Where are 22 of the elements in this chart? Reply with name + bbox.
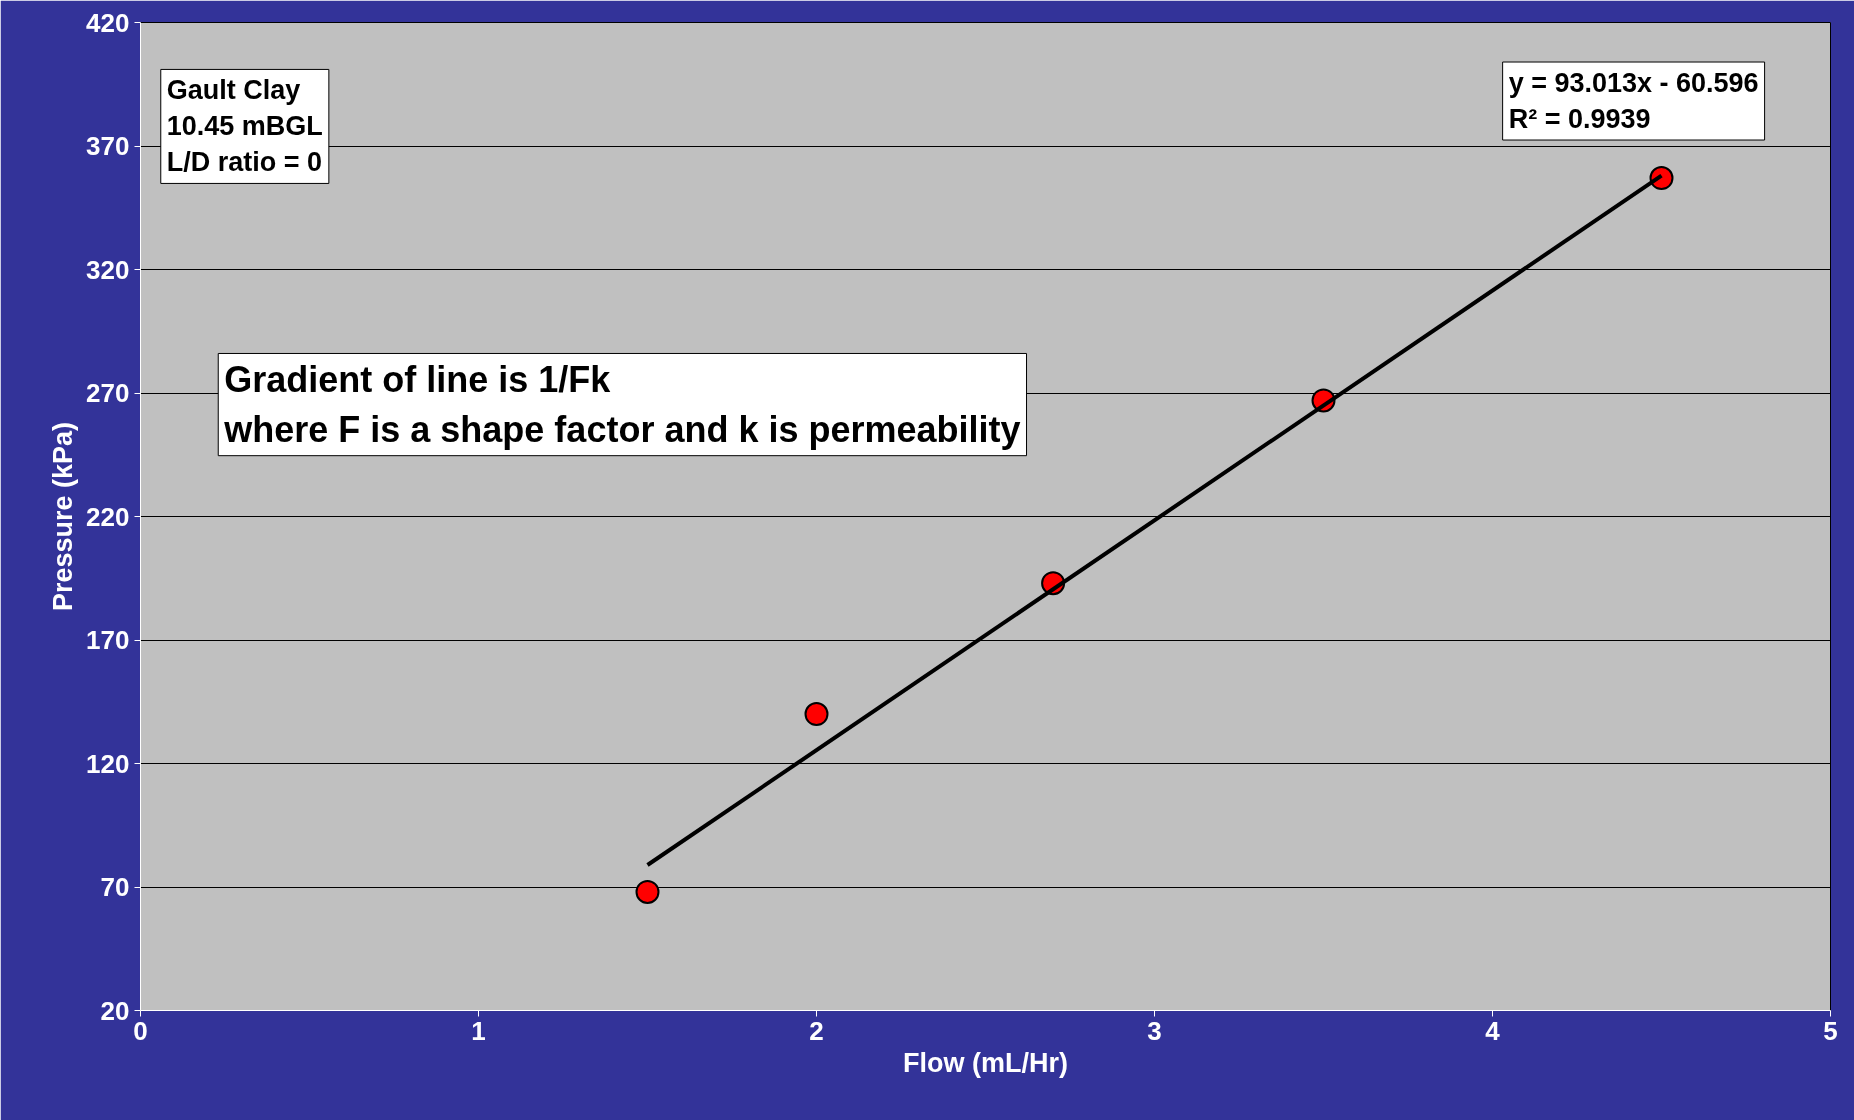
y-tick-label: 420 xyxy=(86,7,130,38)
annotation: Gradient of line is 1/Fk where F is a shape factor and k is permeability xyxy=(223,359,1021,450)
x-tick-label: 4 xyxy=(1485,1015,1501,1046)
annotation: y = 93.013x - 60.596 R² = 0.9939 xyxy=(1508,68,1759,135)
y-axis-title: Pressure (kPa) xyxy=(48,421,79,612)
y-tick-label: 70 xyxy=(100,872,130,902)
y-tick-label: 20 xyxy=(100,995,130,1026)
point xyxy=(804,702,829,727)
y-tick-label: 170 xyxy=(86,625,130,655)
point xyxy=(635,879,660,904)
x-tick-label: 0 xyxy=(133,1015,148,1046)
y-tick-label: 120 xyxy=(86,748,130,779)
y-tick-label: 370 xyxy=(86,131,130,161)
y-tick-label: 270 xyxy=(86,378,130,408)
x-tick-label: 5 xyxy=(1823,1015,1838,1046)
x-tick-label: 3 xyxy=(1147,1015,1162,1046)
x-tick-label: 1 xyxy=(471,1015,486,1046)
x-axis-title: Flow (mL/Hr) xyxy=(903,1047,1068,1078)
y-tick-label: 220 xyxy=(86,501,130,532)
x-tick-label: 2 xyxy=(809,1015,824,1046)
annotation: Gault Clay 10.45 mBGL L/D ratio = 0 xyxy=(166,75,323,178)
y-tick-label: 320 xyxy=(86,254,130,285)
